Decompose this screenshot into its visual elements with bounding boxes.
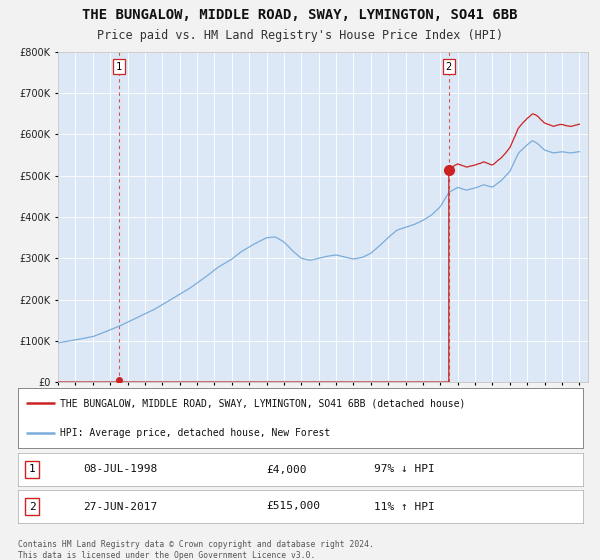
Text: 11% ↑ HPI: 11% ↑ HPI (374, 502, 434, 511)
Text: Contains HM Land Registry data © Crown copyright and database right 2024.
This d: Contains HM Land Registry data © Crown c… (18, 540, 374, 560)
Text: £4,000: £4,000 (266, 464, 307, 474)
Text: 2: 2 (29, 502, 35, 511)
Text: 1: 1 (29, 464, 35, 474)
Text: £515,000: £515,000 (266, 502, 320, 511)
Text: 08-JUL-1998: 08-JUL-1998 (83, 464, 157, 474)
Text: 27-JUN-2017: 27-JUN-2017 (83, 502, 157, 511)
Text: 1: 1 (116, 62, 122, 72)
Text: Price paid vs. HM Land Registry's House Price Index (HPI): Price paid vs. HM Land Registry's House … (97, 29, 503, 42)
Text: HPI: Average price, detached house, New Forest: HPI: Average price, detached house, New … (61, 428, 331, 438)
Text: THE BUNGALOW, MIDDLE ROAD, SWAY, LYMINGTON, SO41 6BB (detached house): THE BUNGALOW, MIDDLE ROAD, SWAY, LYMINGT… (61, 398, 466, 408)
Text: 97% ↓ HPI: 97% ↓ HPI (374, 464, 434, 474)
Text: 2: 2 (446, 62, 452, 72)
Text: THE BUNGALOW, MIDDLE ROAD, SWAY, LYMINGTON, SO41 6BB: THE BUNGALOW, MIDDLE ROAD, SWAY, LYMINGT… (82, 8, 518, 22)
